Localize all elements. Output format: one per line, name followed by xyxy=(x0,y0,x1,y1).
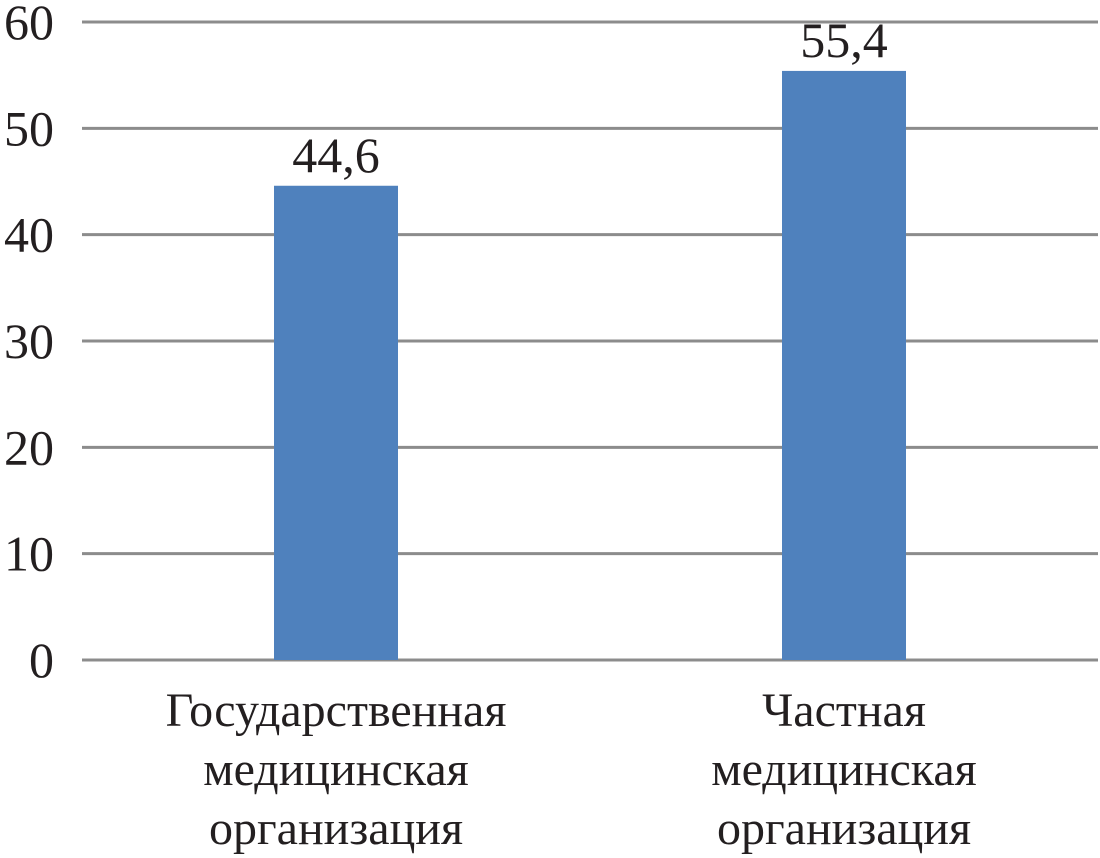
x-axis: Государственная медицинская организация Час… xyxy=(166,684,977,855)
bar xyxy=(274,185,398,660)
bar xyxy=(782,70,906,660)
value-labels: 44,6 55,4 xyxy=(292,12,888,183)
y-tick-label: 30 xyxy=(4,313,54,369)
bars xyxy=(274,70,906,660)
y-tick-label: 40 xyxy=(4,207,54,263)
y-axis: 0 10 20 30 40 50 60 xyxy=(4,0,54,688)
data-label: 44,6 xyxy=(292,127,380,183)
gridlines xyxy=(82,20,1098,662)
y-tick-label: 20 xyxy=(4,419,54,475)
y-tick-label: 0 xyxy=(29,632,54,688)
y-tick-label: 50 xyxy=(4,100,54,156)
x-tick-label: Частная медицинская организация xyxy=(711,684,977,855)
data-label: 55,4 xyxy=(800,12,888,68)
y-tick-label: 10 xyxy=(4,526,54,582)
x-tick-label: Государственная медицинская организация xyxy=(166,684,507,855)
y-tick-label: 60 xyxy=(4,0,54,50)
